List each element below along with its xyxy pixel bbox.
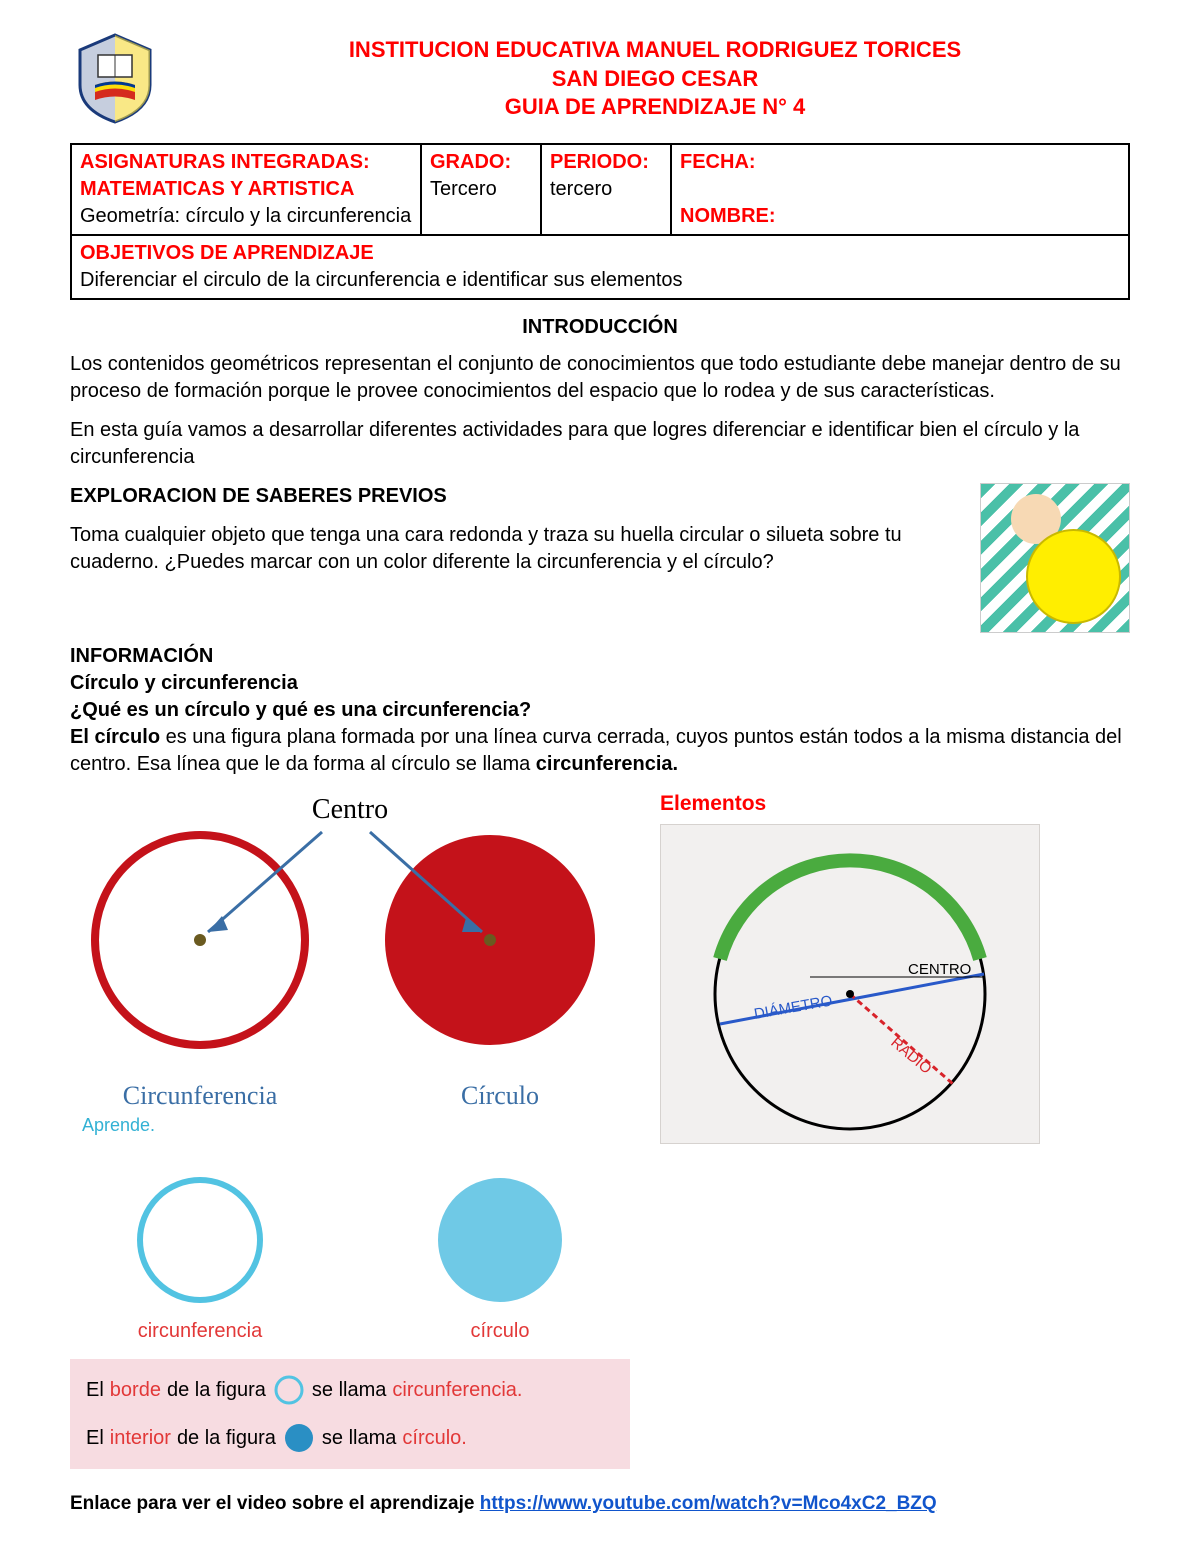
- circle-diagram: Centro: [70, 790, 630, 1070]
- asignaturas-value2: Geometría: círculo y la circunferencia: [80, 205, 411, 227]
- small-ring-icon: [130, 1170, 270, 1310]
- pink-filled-icon: [282, 1421, 316, 1455]
- pink-l2e: círculo.: [402, 1425, 466, 1452]
- video-link-line: Enlace para ver el video sobre el aprend…: [70, 1491, 1130, 1517]
- pink-ring-icon: [272, 1373, 306, 1407]
- nombre-label: NOMBRE:: [680, 205, 776, 227]
- periodo-label: PERIODO:: [550, 151, 649, 173]
- info-question: ¿Qué es un círculo y qué es una circunfe…: [70, 697, 1130, 724]
- elementos-label: Elementos: [660, 790, 1130, 818]
- small-circ-label: circunferencia: [130, 1318, 270, 1345]
- school-logo: [70, 30, 160, 125]
- small-filled-icon: [430, 1170, 570, 1310]
- video-link[interactable]: https://www.youtube.com/watch?v=Mco4xC2_…: [480, 1493, 937, 1514]
- pink-l1c: de la figura: [167, 1377, 266, 1404]
- centro-label: Centro: [312, 794, 388, 825]
- centro-text: CENTRO: [908, 961, 971, 978]
- header-line2: SAN DIEGO CESAR: [180, 65, 1130, 94]
- pink-l2d: se llama: [322, 1425, 396, 1452]
- pink-l2a: El: [86, 1425, 104, 1452]
- fecha-label: FECHA:: [680, 151, 756, 173]
- info-title: INFORMACIÓN: [70, 643, 1130, 670]
- small-circulo-label: círculo: [430, 1318, 570, 1345]
- def-bold2: circunferencia.: [536, 753, 678, 775]
- def-prefix: El círculo: [70, 726, 160, 748]
- elements-diagram: CENTRO DIÁMETRO RADIO: [660, 824, 1040, 1144]
- aprende-row: circunferencia círculo: [70, 1170, 1130, 1345]
- pink-l2c: de la figura: [177, 1425, 276, 1452]
- circunferencia-label: Circunferencia: [70, 1078, 330, 1113]
- header-line1: INSTITUCION EDUCATIVA MANUEL RODRIGUEZ T…: [180, 36, 1130, 65]
- intro-title: INTRODUCCIÓN: [70, 314, 1130, 341]
- circulo-label: Círculo: [370, 1078, 630, 1113]
- objetivos-label: OBJETIVOS DE APRENDIZAJE: [80, 242, 374, 264]
- objetivos-value: Diferenciar el circulo de la circunferen…: [80, 269, 683, 291]
- intro-p2: En esta guía vamos a desarrollar diferen…: [70, 417, 1130, 471]
- explore-text: Toma cualquier objeto que tenga una cara…: [70, 522, 968, 576]
- pink-l1d: se llama: [312, 1377, 386, 1404]
- pink-l1e: circunferencia.: [392, 1377, 522, 1404]
- left-diagrams: Centro Circunferencia Aprende. Círculo: [70, 790, 630, 1152]
- diagrams-row: Centro Circunferencia Aprende. Círculo E…: [70, 790, 1130, 1152]
- info-table: ASIGNATURAS INTEGRADAS: MATEMATICAS Y AR…: [70, 143, 1130, 300]
- pink-l2b: interior: [110, 1425, 171, 1452]
- info-subtitle: Círculo y circunferencia: [70, 670, 1130, 697]
- grado-label: GRADO:: [430, 151, 511, 173]
- link-prefix: Enlace para ver el video sobre el aprend…: [70, 1493, 480, 1514]
- header-line3: GUIA DE APRENDIZAJE N° 4: [180, 93, 1130, 122]
- periodo-value: tercero: [550, 178, 612, 200]
- pink-box: El borde de la figura se llama circunfer…: [70, 1359, 630, 1469]
- pink-l1a: El: [86, 1377, 104, 1404]
- header: INSTITUCION EDUCATIVA MANUEL RODRIGUEZ T…: [70, 30, 1130, 125]
- intro-p1: Los contenidos geométricos representan e…: [70, 351, 1130, 405]
- asignaturas-label: ASIGNATURAS INTEGRADAS:: [80, 151, 370, 173]
- explore-section: EXPLORACION DE SABERES PREVIOS Toma cual…: [70, 483, 1130, 633]
- info-definition: El círculo es una figura plana formada p…: [70, 724, 1130, 778]
- grado-value: Tercero: [430, 178, 497, 200]
- explore-title: EXPLORACION DE SABERES PREVIOS: [70, 483, 968, 510]
- asignaturas-value1: MATEMATICAS Y ARTISTICA: [80, 178, 354, 200]
- elements-diagram-wrap: Elementos CENTRO DIÁMETRO RADIO: [660, 790, 1130, 1152]
- aprende-label: Aprende.: [70, 1113, 330, 1137]
- header-titles: INSTITUCION EDUCATIVA MANUEL RODRIGUEZ T…: [180, 30, 1130, 122]
- cartoon-image: [980, 483, 1130, 633]
- pink-l1b: borde: [110, 1377, 161, 1404]
